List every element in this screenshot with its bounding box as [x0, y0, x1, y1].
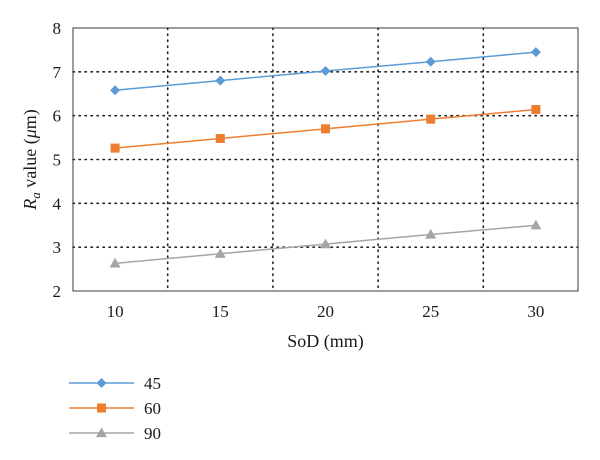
data-point-90 [425, 228, 437, 239]
data-point-60 [321, 124, 330, 134]
series-60 [110, 105, 541, 153]
series-45 [110, 47, 541, 96]
data-point-90 [320, 238, 331, 249]
legend-marker [96, 427, 107, 438]
series-layer [109, 47, 542, 268]
legend-item-60: 60 [69, 399, 161, 418]
x-axis-ticks: 10 15 20 25 30 [107, 302, 545, 321]
x-tick-label: 20 [317, 302, 334, 321]
x-tick-label: 10 [107, 302, 124, 321]
x-tick-label: 30 [527, 302, 544, 321]
y-tick-label: 5 [53, 151, 62, 170]
x-tick-label: 15 [212, 302, 229, 321]
y-tick-label: 8 [53, 19, 62, 38]
data-point-90 [214, 248, 226, 258]
y-axis-label: Ra value (μm) [20, 109, 43, 211]
data-point-45 [320, 65, 331, 76]
y-axis-label-unit-mu: μ [20, 129, 40, 139]
y-tick-label: 7 [53, 63, 62, 82]
data-point-90 [530, 219, 542, 230]
data-point-45 [425, 56, 436, 67]
legend-label: 60 [144, 399, 161, 418]
data-point-60 [531, 105, 541, 115]
y-tick-label: 4 [53, 194, 62, 213]
legend-item-45: 45 [69, 374, 161, 393]
data-point-45 [530, 47, 541, 58]
y-tick-label: 6 [53, 107, 62, 126]
data-point-60 [426, 114, 436, 124]
data-point-60 [215, 133, 225, 143]
plot-area-frame [72, 27, 579, 292]
x-axis-label: SoD (mm) [287, 331, 364, 352]
y-axis-ticks: 2 3 4 5 6 7 8 [53, 19, 62, 301]
legend-label: 90 [144, 424, 161, 443]
legend-label: 45 [144, 374, 161, 393]
data-point-60 [110, 143, 120, 153]
y-tick-label: 3 [53, 238, 62, 257]
y-axis-label-sub: a [28, 192, 43, 199]
y-axis-label-rest: value ( [20, 138, 41, 192]
data-point-45 [110, 85, 121, 96]
legend: 45 60 90 [69, 374, 161, 443]
legend-marker [96, 378, 107, 388]
y-tick-label: 2 [53, 282, 62, 301]
y-axis-label-main: R [20, 199, 40, 211]
series-90 [109, 219, 542, 268]
x-tick-label: 25 [422, 302, 439, 321]
data-point-45 [215, 75, 226, 86]
legend-marker [97, 403, 106, 413]
y-axis-label-unit-m: m) [20, 109, 41, 129]
data-point-90 [109, 257, 121, 268]
legend-item-90: 90 [69, 424, 161, 443]
